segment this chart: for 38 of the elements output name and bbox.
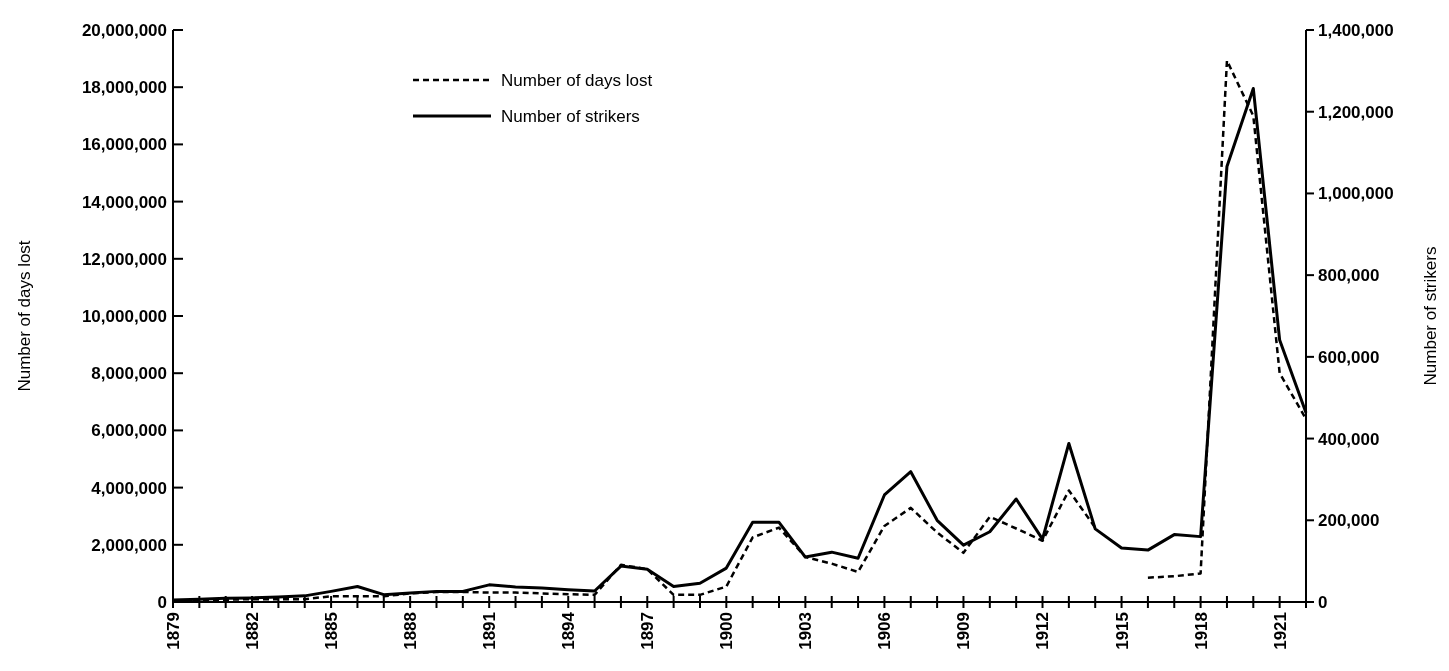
- x-tick-label: 1903: [796, 612, 816, 650]
- x-tick-label: 1906: [875, 612, 895, 650]
- y-tick-label: 12,000,000: [81, 249, 167, 269]
- x-tick-label: 1891: [480, 612, 500, 650]
- x-tick-label: 1918: [1191, 612, 1211, 650]
- y-tick-label: 16,000,000: [81, 135, 167, 155]
- y2-tick-label: 1,200,000: [1318, 102, 1394, 122]
- x-tick-label: 1897: [638, 612, 658, 650]
- y-tick-label: 0: [157, 592, 167, 612]
- x-tick-label: 1894: [559, 611, 579, 650]
- y-tick-label: 10,000,000: [81, 306, 167, 326]
- x-tick-label: 1909: [954, 612, 974, 650]
- x-tick-label: 1900: [717, 612, 737, 650]
- y2-tick-label: 600,000: [1318, 347, 1380, 367]
- x-tick-label: 1912: [1033, 612, 1053, 650]
- y2-tick-label: 400,000: [1318, 429, 1380, 449]
- y2-tick-label: 800,000: [1318, 266, 1380, 286]
- x-tick-label: 1882: [243, 612, 262, 650]
- x-tick-label: 1921: [1270, 612, 1290, 650]
- x-tick-label: 1885: [322, 612, 342, 650]
- y2-tick-label: 1,000,000: [1318, 184, 1394, 204]
- y-tick-label: 2,000,000: [91, 535, 167, 555]
- legend-label: Number of days lost: [501, 70, 653, 90]
- x-tick-label: 1915: [1112, 612, 1132, 650]
- y-tick-label: 20,000,000: [81, 20, 167, 40]
- y-axis-title: Number of days lost: [15, 240, 34, 392]
- y2-axis-title: Number of strikers: [1421, 246, 1440, 386]
- y2-tick-label: 0: [1318, 592, 1328, 612]
- x-tick-label: 1888: [401, 612, 421, 650]
- y-tick-label: 6,000,000: [91, 421, 167, 441]
- legend-label: Number of strikers: [501, 106, 640, 126]
- y2-tick-label: 1,400,000: [1318, 20, 1394, 40]
- y-tick-label: 4,000,000: [91, 478, 167, 498]
- y-tick-label: 14,000,000: [81, 192, 167, 212]
- x-tick-label: 1879: [163, 612, 183, 650]
- y-tick-label: 8,000,000: [91, 364, 167, 384]
- y-tick-label: 18,000,000: [81, 78, 167, 98]
- y2-tick-label: 200,000: [1318, 511, 1380, 531]
